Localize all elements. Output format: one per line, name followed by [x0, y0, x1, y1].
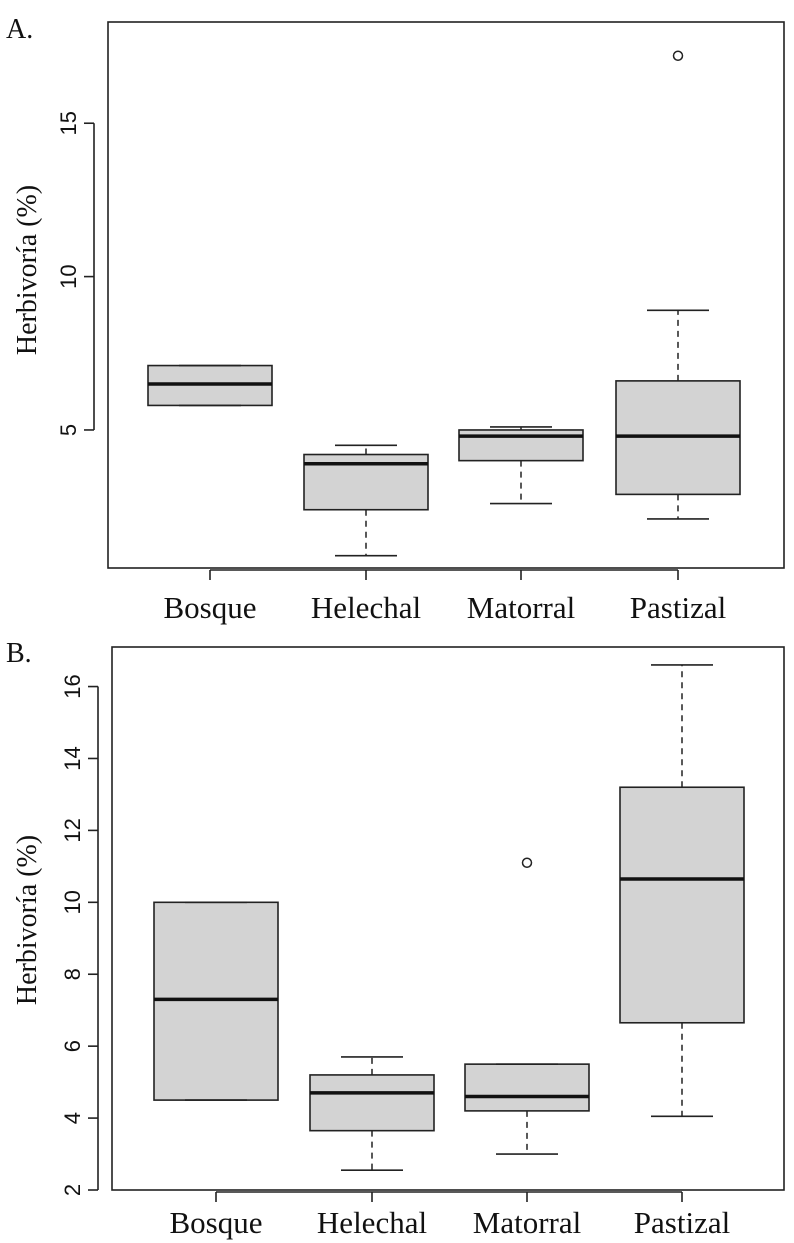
- panel-a-label: A.: [6, 14, 33, 45]
- panel-b-y-tick-label: 16: [60, 674, 85, 698]
- panel-b-box-bosque: [153, 901, 279, 1101]
- panel-a-y-axis: 5 10 15: [56, 111, 95, 436]
- panel-b-box-matorral: [464, 857, 590, 1155]
- panel-b-category-label: Helechal: [317, 1205, 427, 1240]
- panel-a-category-label: Matorral: [467, 590, 575, 625]
- panel-b-y-tick-label: 8: [60, 968, 85, 980]
- panel-a-plot-frame: [107, 21, 785, 569]
- panel-b-y-tick-label: 4: [60, 1112, 85, 1124]
- panel-b-y-tick-label: 6: [60, 1040, 85, 1052]
- panel-b-category-label: Bosque: [170, 1205, 263, 1240]
- panel-b-boxes: [153, 664, 745, 1172]
- panel-a-box-bosque: [147, 364, 273, 407]
- panel-a-box-matorral: [458, 426, 584, 505]
- panel-a-category-label: Helechal: [311, 590, 421, 625]
- panel-b-y-tick-label: 10: [60, 890, 85, 914]
- panel-b-box-pastizal: [619, 664, 745, 1118]
- panel-a-ylabel: Herbivoría (%): [12, 185, 43, 355]
- panel-b-x-axis: Bosque Helechal Matorral Pastizal: [170, 1191, 730, 1240]
- panel-a-boxes: [147, 50, 741, 557]
- outlier-point: [521, 857, 533, 869]
- outlier-point: [672, 50, 684, 61]
- panel-b-ylabel: Herbivoría (%): [12, 835, 43, 1005]
- panel-b-category-label: Pastizal: [634, 1205, 730, 1240]
- panel-a-category-label: Bosque: [164, 590, 257, 625]
- panel-a-box-pastizal: [615, 50, 741, 520]
- iqr-box: [309, 1074, 435, 1132]
- panel-b: B. Herbivoría (%) 2 4 6 8 10 12 14 16 Bosque Hel…: [6, 638, 785, 1240]
- panel-b-box-helechal: [309, 1056, 435, 1172]
- panel-a-y-tick-label: 5: [56, 424, 81, 436]
- iqr-box: [619, 786, 745, 1024]
- panel-b-y-tick-label: 2: [60, 1184, 85, 1196]
- panel-a: A. Herbivoría (%) 5 10 15 Bosque Helechal Ma…: [6, 14, 785, 625]
- panel-b-plot-frame: [111, 646, 785, 1191]
- panel-b-y-axis: 2 4 6 8 10 12 14 16: [60, 674, 99, 1196]
- panel-a-y-tick-label: 10: [56, 264, 81, 288]
- panel-a-category-label: Pastizal: [630, 590, 726, 625]
- panel-a-y-tick-label: 15: [56, 111, 81, 135]
- panel-b-y-tick-label: 12: [60, 818, 85, 842]
- panel-a-box-helechal: [303, 444, 429, 557]
- panel-a-x-axis: Bosque Helechal Matorral Pastizal: [164, 569, 726, 625]
- iqr-box: [153, 901, 279, 1101]
- panel-b-label: B.: [6, 638, 32, 669]
- panel-b-y-tick-label: 14: [60, 746, 85, 770]
- panel-b-category-label: Matorral: [473, 1205, 581, 1240]
- iqr-box: [464, 1063, 590, 1112]
